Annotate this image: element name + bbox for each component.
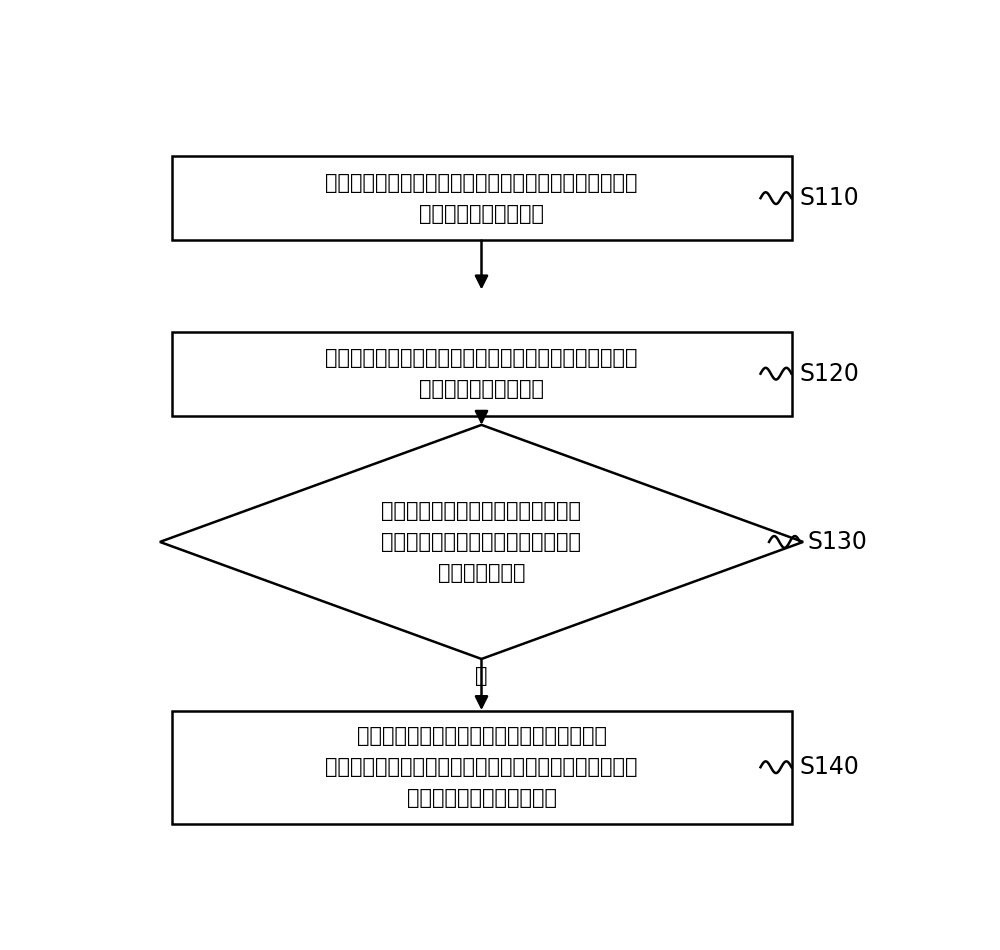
Text: S120: S120 bbox=[799, 362, 859, 386]
Text: 根据驱动轮的运动信息以及参考车速做进一步
判断，确定砂引力控制进入及退出策略，基于确定的砂引
力控制模式及策略控制车辆: 根据驱动轮的运动信息以及参考车速做进一步 判断，确定砂引力控制进入及退出策略，基… bbox=[325, 726, 638, 808]
Bar bbox=[172, 711, 792, 824]
Text: 是: 是 bbox=[475, 666, 488, 686]
Bar bbox=[172, 332, 792, 416]
Bar bbox=[172, 156, 792, 240]
Polygon shape bbox=[160, 425, 803, 659]
Text: S110: S110 bbox=[799, 186, 859, 210]
Text: 根据车辆的行驶速度、路面条件及驱动系统工作模式采用
相应的牢引力控制模式: 根据车辆的行驶速度、路面条件及驱动系统工作模式采用 相应的牢引力控制模式 bbox=[325, 348, 638, 399]
Text: S140: S140 bbox=[799, 755, 859, 779]
Text: 根据车辆的四个轮轮速、车辆纵向加速度以及方向盘转角
信号确定当前参考车速: 根据车辆的四个轮轮速、车辆纵向加速度以及方向盘转角 信号确定当前参考车速 bbox=[325, 173, 638, 223]
Text: 据驱动轮的运动信息、参考车速及车
辆的状态信息确定当前是否满足砂引
力控制进入条件: 据驱动轮的运动信息、参考车速及车 辆的状态信息确定当前是否满足砂引 力控制进入条… bbox=[382, 501, 582, 583]
Text: S130: S130 bbox=[808, 530, 868, 554]
